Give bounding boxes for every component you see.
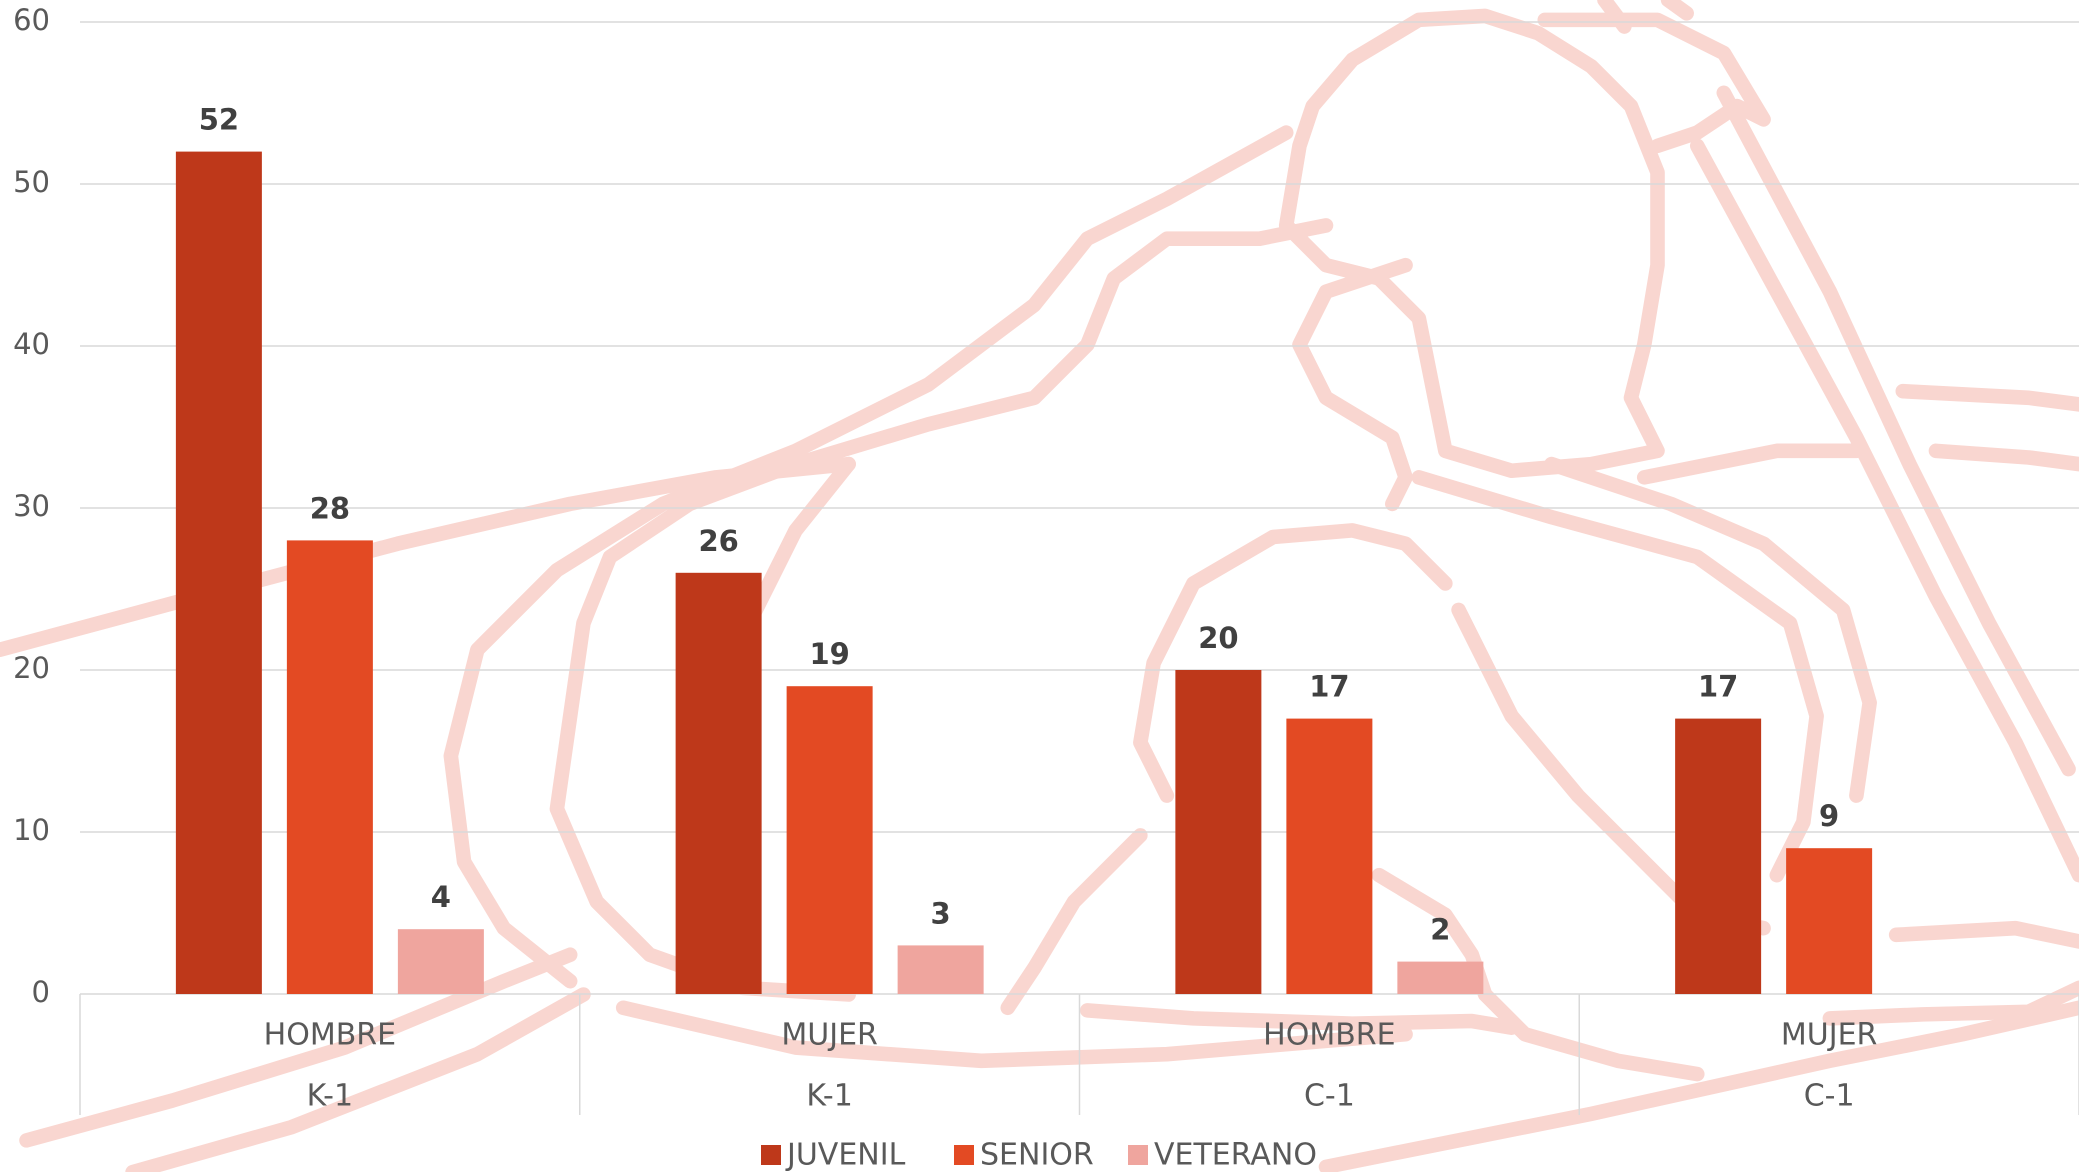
y-tick-label: 0	[32, 975, 50, 1009]
y-tick-label: 40	[13, 327, 50, 361]
y-tick-label: 10	[13, 813, 50, 847]
y-tick-label: 30	[13, 489, 50, 523]
data-label: 26	[698, 524, 738, 558]
y-tick-label: 60	[13, 3, 50, 37]
legend-swatch	[954, 1145, 974, 1165]
x-tick-label: HOMBRE	[1263, 1018, 1395, 1053]
bar	[1175, 670, 1262, 994]
group-label: C-1	[1804, 1079, 1855, 1114]
data-label: 3	[931, 896, 951, 930]
y-tick-label: 50	[13, 165, 50, 199]
data-label: 52	[199, 103, 239, 137]
y-tick-label: 20	[13, 651, 50, 685]
x-tick-label: HOMBRE	[264, 1018, 396, 1053]
group-label: K-1	[806, 1079, 852, 1114]
legend-label: SENIOR	[980, 1138, 1094, 1172]
data-label: 28	[310, 491, 350, 525]
data-label: 9	[1819, 799, 1839, 833]
bar	[1675, 718, 1762, 994]
legend-swatch	[1128, 1145, 1148, 1165]
x-tick-label: MUJER	[781, 1018, 878, 1053]
data-label: 19	[809, 637, 849, 671]
bar	[675, 572, 762, 994]
legend-label: VETERANO	[1154, 1138, 1317, 1172]
bar	[1286, 718, 1373, 994]
plot-area: 0 10 20 30 40 50 60 HOMBRE K-1 52 28 4 MUJER K-1 26 19 3…	[13, 3, 2079, 1115]
bar	[786, 686, 873, 994]
bar	[175, 151, 262, 995]
data-label: 2	[1430, 913, 1450, 947]
data-label: 17	[1309, 670, 1349, 704]
bar	[397, 929, 484, 994]
bar	[1397, 961, 1484, 994]
data-label: 17	[1698, 670, 1738, 704]
data-label: 20	[1198, 621, 1238, 655]
bar	[1786, 848, 1873, 994]
bar	[897, 945, 984, 994]
data-label: 4	[431, 880, 451, 914]
legend-label: JUVENIL	[785, 1138, 906, 1172]
legend-swatch	[761, 1145, 781, 1165]
bar	[286, 540, 373, 994]
legend: JUVENIL SENIOR VETERANO	[761, 1138, 1317, 1172]
group-label: K-1	[307, 1079, 353, 1114]
x-tick-label: MUJER	[1781, 1018, 1878, 1053]
group-label: C-1	[1304, 1079, 1355, 1114]
